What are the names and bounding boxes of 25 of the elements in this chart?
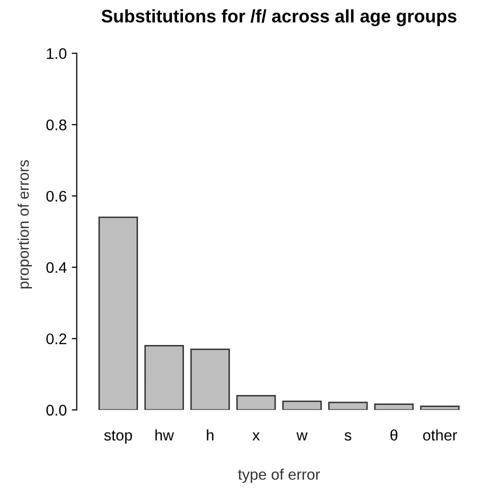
y-tick-label: 0.0 (46, 404, 66, 416)
x-tick-label: other (423, 429, 458, 441)
bar (328, 402, 368, 410)
x-tick-label: stop (104, 430, 132, 444)
y-tick-label: 0.8 (46, 119, 66, 130)
x-tick-label: hw (155, 429, 174, 440)
x-tick-label: s (344, 432, 352, 441)
x-axis-title: type of error (238, 468, 320, 483)
x-tick-label: h (206, 429, 214, 440)
bar (282, 400, 322, 410)
bar (420, 406, 460, 410)
y-tick-label: 1.0 (46, 48, 66, 59)
bar (190, 348, 230, 410)
x-tick-label: x (252, 432, 260, 440)
y-axis-title: proportion of errors (18, 160, 32, 288)
chart-title: Substitutions for /f/ across all age groups (102, 9, 456, 26)
y-tick-label: 0.4 (46, 262, 67, 273)
bar (144, 345, 184, 410)
bar (236, 394, 276, 410)
x-tick-label: θ (390, 429, 398, 441)
bar (98, 216, 138, 410)
x-tick-label: w (296, 432, 308, 440)
y-tick-label: 0.2 (46, 333, 66, 344)
y-tick-label: 0.6 (46, 190, 66, 202)
bar (374, 404, 414, 410)
